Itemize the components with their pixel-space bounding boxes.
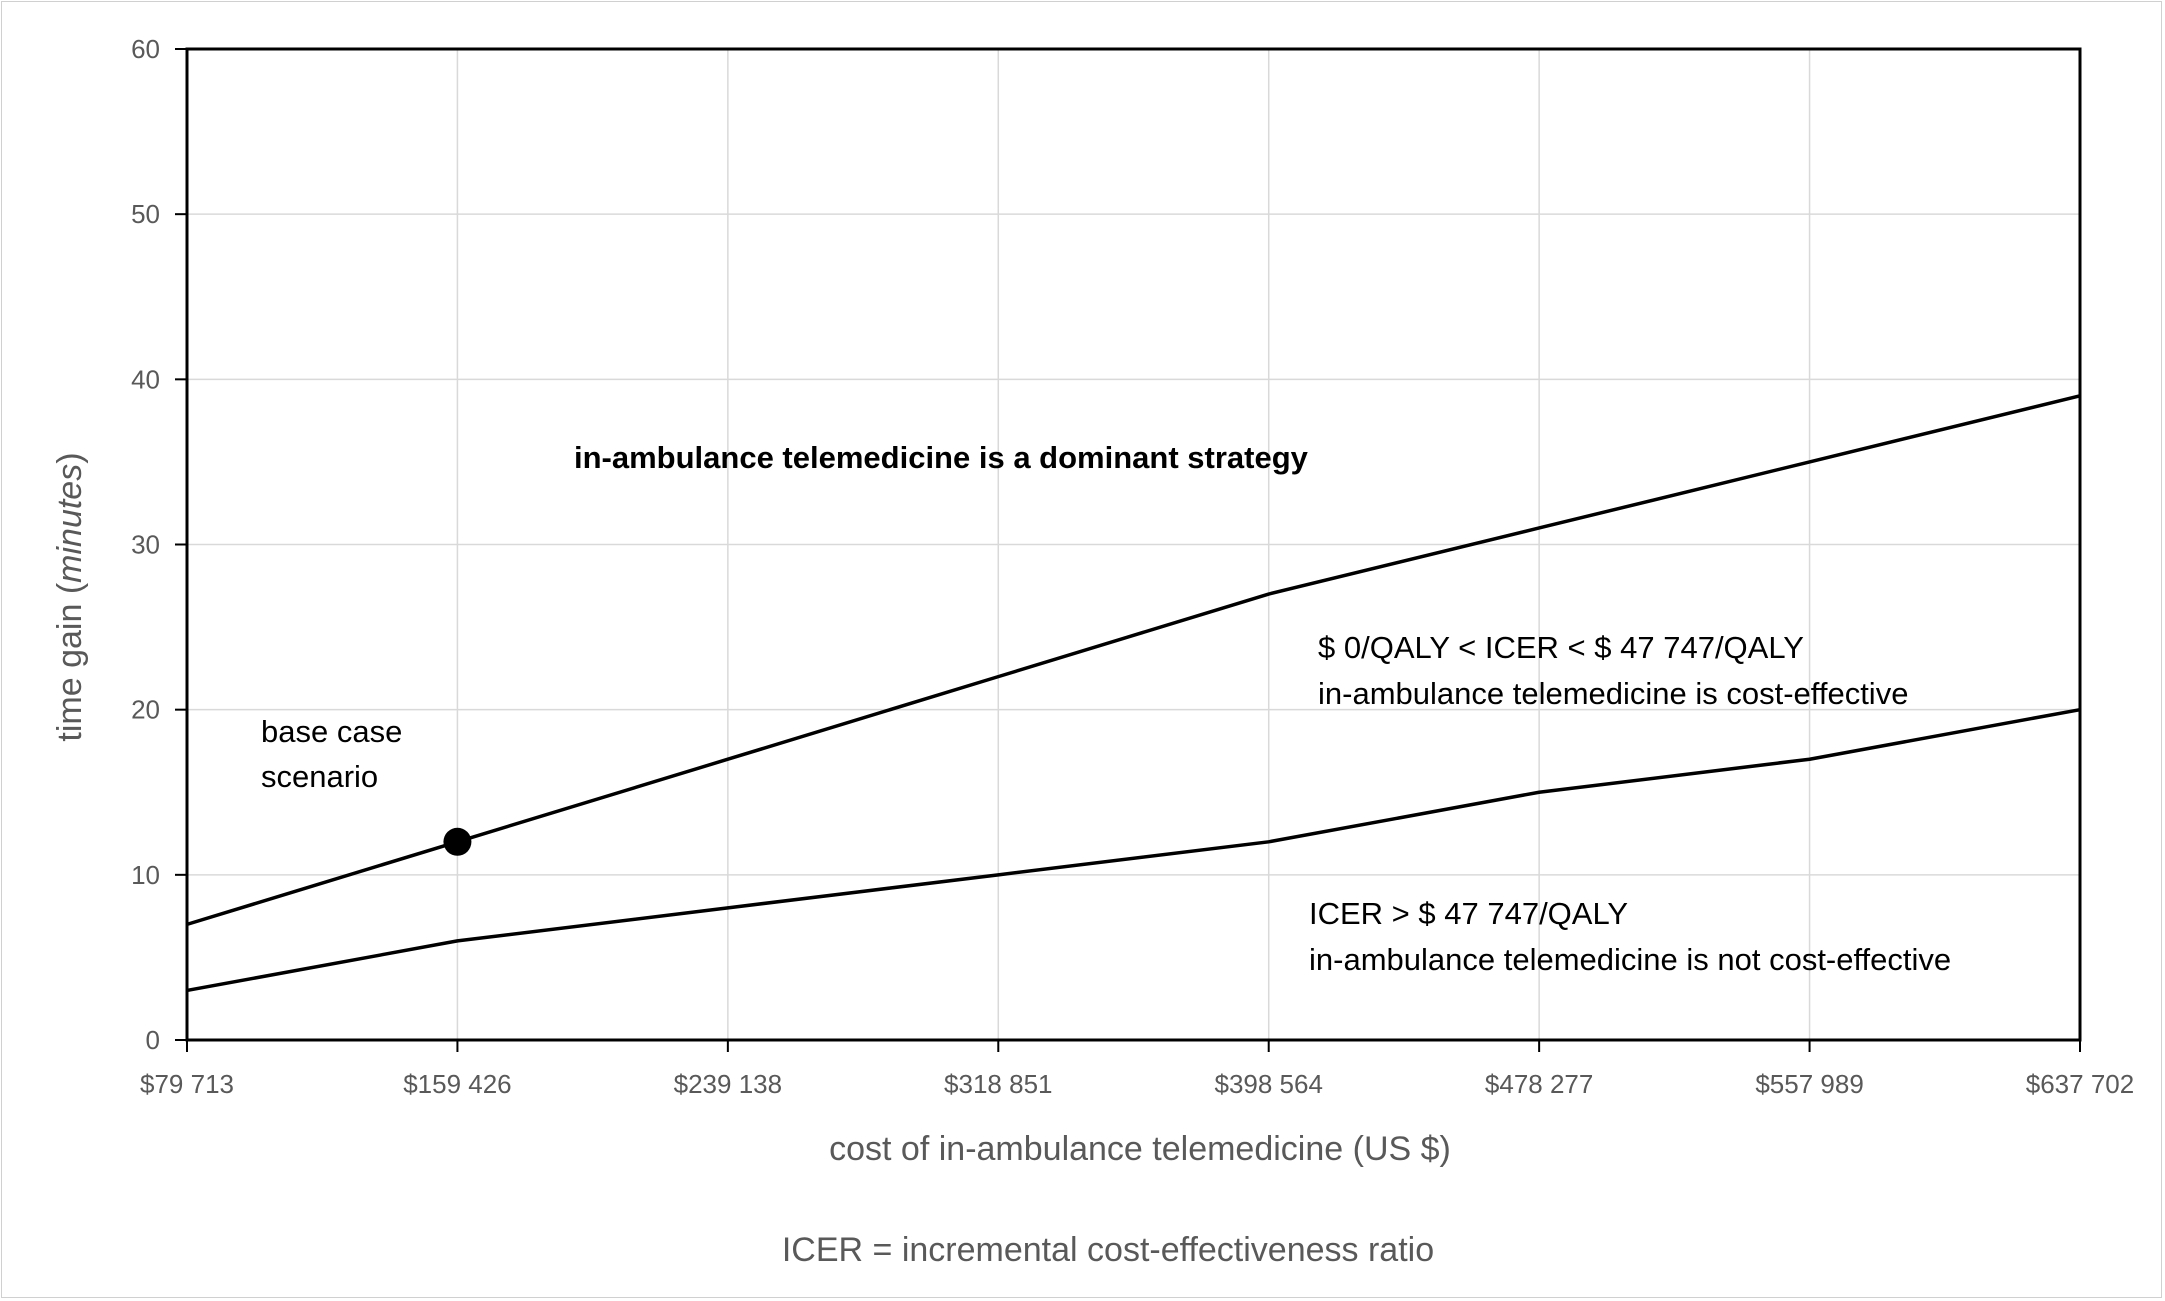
x-axis-title: cost of in-ambulance telemedicine (US $)	[829, 1130, 1451, 1168]
y-axis-title: time gain (minutes)	[51, 452, 89, 741]
annotation-dominant: in-ambulance telemedicine is a dominant …	[574, 440, 1309, 475]
x-tick-label: $637 702	[2026, 1069, 2134, 1099]
grid-lines	[187, 49, 2080, 1040]
axis-ticks	[175, 48, 2081, 1052]
y-tick-label: 40	[131, 364, 160, 394]
annotation-base-case-line1: base case	[261, 714, 402, 749]
y-axis-title-prefix: time gain (	[51, 582, 89, 741]
annotation-cost-effective-line1: $ 0/QALY < ICER < $ 47 747/QALY	[1318, 630, 1804, 665]
y-tick-label: 20	[131, 695, 160, 725]
x-tick-label: $159 426	[403, 1069, 511, 1099]
x-axis-tick-labels: $79 713 $159 426 $239 138 $318 851 $398 564 $…	[140, 1069, 2134, 1099]
x-tick-label: $318 851	[944, 1069, 1052, 1099]
x-tick-label: $398 564	[1214, 1069, 1322, 1099]
y-tick-label: 10	[131, 860, 160, 890]
y-tick-label: 50	[131, 199, 160, 229]
series-lines	[186, 394, 2081, 993]
x-tick-label: $239 138	[674, 1069, 782, 1099]
annotation-base-case-line2: scenario	[261, 759, 378, 794]
y-axis-title-italic: minutes	[51, 464, 89, 583]
series-line-2	[186, 707, 2081, 993]
y-axis-title-suffix: )	[51, 452, 89, 463]
annotation-not-cost-effective-line1: ICER > $ 47 747/QALY	[1309, 896, 1628, 931]
y-tick-label: 30	[131, 530, 160, 560]
series-line-1	[186, 394, 2081, 927]
y-axis-tick-labels: 0 10 20 30 40 50 60	[131, 34, 160, 1055]
base-case-point	[443, 827, 472, 856]
annotation-cost-effective-line2: in-ambulance telemedicine is cost-effect…	[1318, 676, 1908, 711]
y-tick-label: 60	[131, 34, 160, 64]
x-tick-label: $478 277	[1485, 1069, 1593, 1099]
annotation-not-cost-effective-line2: in-ambulance telemedicine is not cost-ef…	[1309, 942, 1951, 977]
y-tick-label: 0	[146, 1025, 160, 1055]
x-tick-label: $79 713	[140, 1069, 234, 1099]
footnote: ICER = incremental cost-effectiveness ra…	[782, 1231, 1434, 1269]
x-tick-label: $557 989	[1755, 1069, 1863, 1099]
